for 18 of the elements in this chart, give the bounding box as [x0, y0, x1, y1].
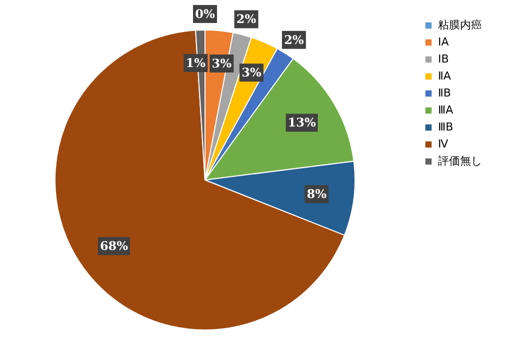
legend-label: Ⅳ — [438, 138, 449, 150]
data-label: 13% — [288, 116, 316, 130]
data-label: 3% — [212, 56, 232, 71]
data-label: 68% — [100, 239, 129, 254]
legend-label: ⅡB — [438, 86, 451, 100]
data-label: 8% — [306, 187, 328, 202]
legend-label: ⅡA — [438, 70, 452, 82]
legend-label: 粘膜内癌 — [438, 18, 482, 32]
data-label: 3% — [242, 66, 262, 80]
legend-label: ⅠA — [438, 36, 450, 48]
legend-label: ⅢB — [438, 120, 454, 134]
text: 0% — [195, 7, 215, 21]
data-label: 2% — [236, 12, 257, 26]
data-label: 1% — [186, 56, 206, 70]
legend-label: ⅢA — [438, 104, 454, 116]
legend-label: 評価無し — [438, 154, 482, 168]
legend-label: ⅠB — [438, 52, 449, 66]
data-label: 2% — [284, 32, 304, 47]
